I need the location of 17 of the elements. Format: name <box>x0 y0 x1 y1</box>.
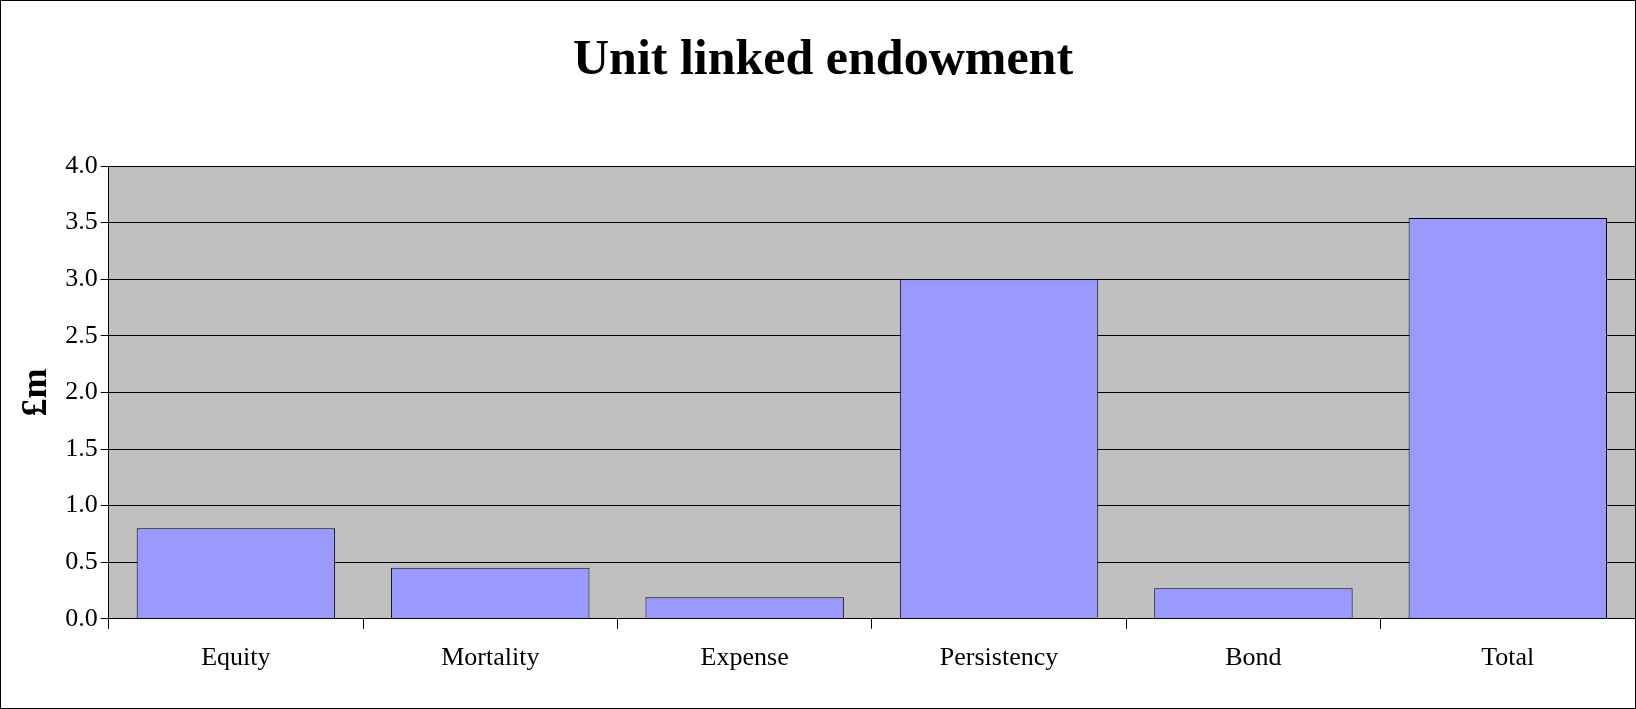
x-tick-label: Equity <box>201 642 271 672</box>
y-tick-label: 3.0 <box>65 263 98 293</box>
x-tick-label: Bond <box>1225 642 1282 672</box>
chart-title: Unit linked endowment <box>572 28 1074 85</box>
y-axis-title: £m <box>13 368 54 417</box>
y-tick-label: 1.5 <box>65 432 98 462</box>
y-tick-label: 0.5 <box>65 546 98 576</box>
y-tick-label: 3.5 <box>65 206 98 236</box>
x-tick-label: Persistency <box>939 642 1059 672</box>
y-tick-label: 2.0 <box>65 376 98 406</box>
y-tick-label: 1.0 <box>65 489 98 519</box>
x-tick-label: Expense <box>700 642 789 672</box>
y-tick-label: 2.5 <box>65 319 98 349</box>
x-tick-label: Mortality <box>441 642 540 672</box>
y-tick-label: 0.0 <box>65 602 98 632</box>
x-tick-label: Total <box>1481 642 1535 672</box>
y-tick-label: 4.0 <box>65 149 98 179</box>
